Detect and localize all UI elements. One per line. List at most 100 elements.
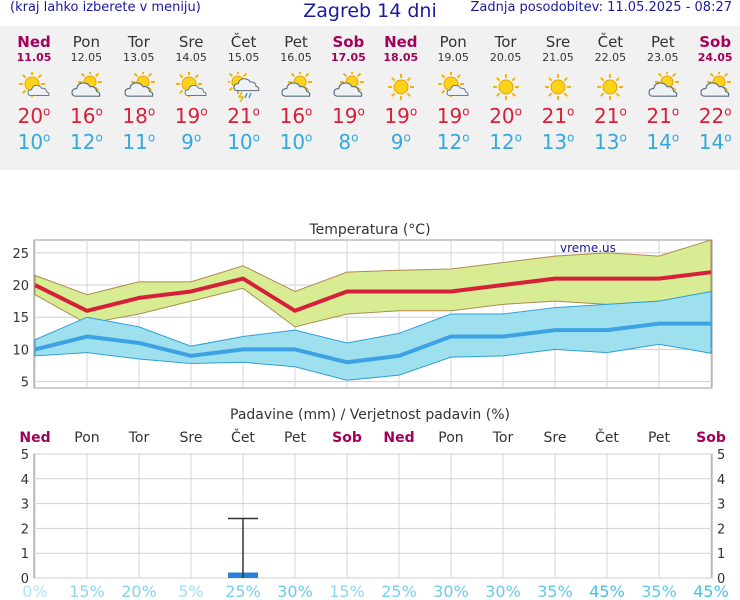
max-temp: 20o [489,104,522,128]
day-name: Pet [284,33,308,51]
min-temp: 12o [69,130,103,154]
day-label: Čet [231,428,255,446]
day-name: Tor [127,33,150,51]
temp-tick-label: 10 [12,343,29,358]
min-temp: 10o [279,130,313,154]
max-temp: 20o [17,104,51,128]
day-column: Sre 21.05 21o 13o [532,26,584,170]
precip-probability: 35% [641,582,677,600]
cloud-sun-icon [700,72,732,97]
day-name: Sre [178,33,204,51]
min-temp: 14o [646,130,680,154]
day-name: Ned [384,33,418,51]
precip-tick-label-right: 2 [717,522,725,537]
day-date: 21.05 [542,51,574,64]
precip-probability: 15% [329,582,365,600]
cloud-sun-icon [648,72,679,97]
chart-title: Padavine (mm) / Verjetnost padavin (%) [230,407,510,423]
sun-icon [545,74,571,100]
max-temp: 18o [122,104,156,128]
sun-cloud-icon [438,72,469,97]
sun-icon [387,74,414,100]
thunder-rain-icon [227,72,259,102]
min-temp: 8o [338,130,359,154]
sun-icon [597,74,624,100]
day-date: 11.05 [16,51,52,64]
precip-probability: 25% [381,582,417,600]
precip-probability: 15% [69,582,105,600]
day-label: Tor [492,430,514,446]
last-update: Zadnja posodobitev: 11.05.2025 - 08:27 [470,0,732,15]
day-column: Sob 17.05 19o 8o [322,26,374,170]
day-column: Pon 19.05 19o 12o [427,26,479,170]
max-temp: 19o [331,104,365,128]
day-column: Ned 11.05 20o 10o [8,26,60,170]
day-name: Sre [545,33,571,51]
day-column: Tor 20.05 20o 12o [480,26,532,170]
precip-probability: 45% [693,582,729,600]
min-temp: 9o [390,130,411,154]
max-temp: 19o [174,104,208,128]
day-column: Tor 13.05 18o 11o [113,26,165,170]
max-temp: 21o [541,104,575,128]
page-title: Zagreb 14 dni [303,0,437,22]
daily-forecast-strip: Ned 11.05 20o 10o Pon 12.05 16o 12o Tor 13.05 1… [0,26,740,170]
precip-probability: 5% [178,582,203,600]
min-temp-band [34,290,712,381]
precip-tick-label-right: 4 [717,473,725,488]
day-name: Pet [650,33,675,51]
chart-title: Temperatura (°C) [308,222,430,238]
cloud-sun-icon [333,72,365,97]
header-note[interactable]: (kraj lahko izberete v meniju) [10,0,201,15]
day-date: 15.05 [227,51,260,64]
cloud-sun-icon [124,72,155,97]
day-name: Tor [494,33,517,51]
precip-probability: 45% [589,582,625,600]
max-temp: 21o [593,104,627,128]
precip-probability: 35% [537,582,573,600]
sun-cloud-icon [19,72,50,97]
precip-tick-label-left: 3 [21,498,29,513]
day-label: Sre [180,430,203,446]
day-column: Pet 23.05 21o 14o [637,26,689,170]
max-temp: 19o [384,104,418,128]
precip-tick-label-left: 1 [21,547,29,562]
day-label: Pet [284,430,307,446]
precip-probability: 25% [225,582,261,600]
day-name: Ned [17,33,51,51]
precip-tick-label-right: 3 [717,498,725,513]
precip-tick-label-left: 4 [21,473,29,488]
precip-tick-label-left: 0 [21,572,29,587]
day-date: 22.05 [594,51,627,64]
max-temp: 21o [646,104,680,128]
day-date: 17.05 [330,51,366,64]
sun-cloud-icon [176,72,207,97]
min-temp: 14o [698,130,732,154]
day-label: Sob [696,430,726,446]
day-name: Pon [72,33,100,51]
max-temp: 16o [69,104,103,128]
precip-probability: 30% [485,582,521,600]
day-label: Sre [544,430,567,446]
day-date: 12.05 [70,51,103,64]
max-temp: 21o [227,104,260,128]
day-label: Ned [19,430,50,446]
temp-tick-label: 5 [21,376,29,391]
precip-probability: 20% [121,582,157,600]
day-column: Čet 15.05 21o 10o [218,26,270,170]
temp-tick-label: 20 [12,279,29,294]
max-temp: 19o [436,104,470,128]
day-column: Sob 24.05 22o 14o [689,26,740,170]
min-temp: 13o [541,130,575,154]
min-temp: 12o [489,130,522,154]
day-name: Sob [699,33,732,51]
min-temp: 12o [436,130,470,154]
precip-probability: 30% [433,582,469,600]
temp-tick-label: 25 [12,247,29,262]
min-temp: 13o [593,130,627,154]
day-date: 23.05 [647,51,679,64]
precip-plot-area [33,453,713,579]
day-column: Čet 22.05 21o 13o [584,26,636,170]
temp-tick-label: 15 [12,311,29,326]
